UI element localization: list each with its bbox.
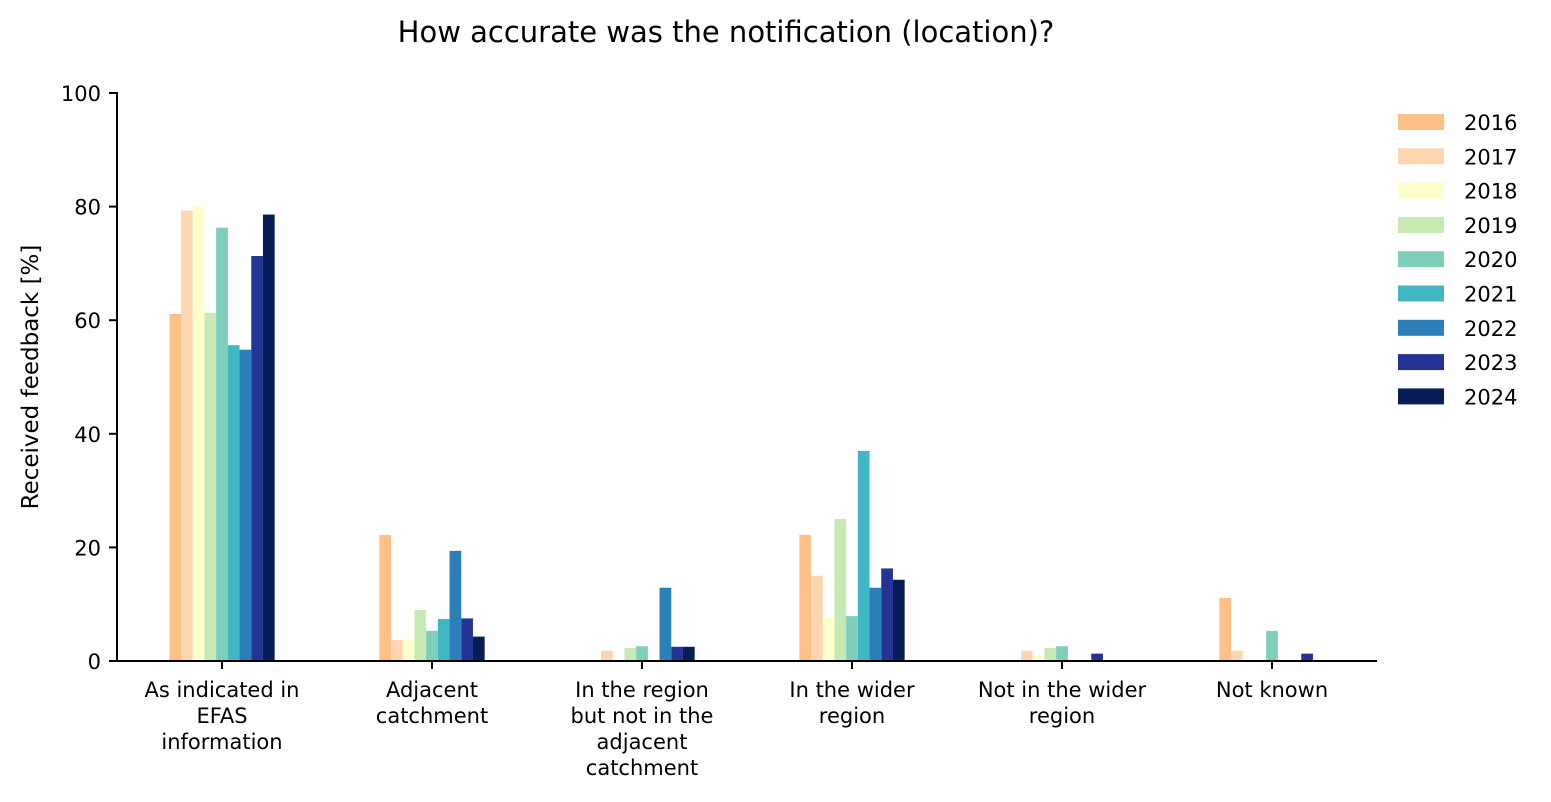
- bar: [1231, 650, 1243, 661]
- bar: [636, 646, 648, 661]
- legend-item: 2021: [1398, 283, 1517, 307]
- bar: [216, 227, 228, 661]
- legend-label: 2020: [1464, 248, 1517, 272]
- legend-label: 2024: [1464, 385, 1517, 409]
- bar: [449, 550, 462, 661]
- bar: [834, 519, 847, 661]
- x-tick-label: As indicated in EFAS information: [144, 678, 299, 754]
- legend-label: 2016: [1464, 111, 1517, 135]
- x-tick-label: In the wider region: [789, 678, 915, 728]
- bar: [426, 630, 438, 661]
- legend-label: 2019: [1464, 214, 1517, 238]
- legend-item: 2018: [1398, 180, 1517, 204]
- legend-label: 2018: [1464, 180, 1517, 204]
- bar: [892, 579, 905, 661]
- y-tick-label: 60: [74, 309, 101, 333]
- bar: [1091, 653, 1103, 661]
- series-2018: [192, 206, 1045, 661]
- bar: [811, 575, 823, 661]
- bar: [601, 650, 613, 661]
- series-2022: [239, 349, 882, 661]
- bar: [671, 646, 683, 661]
- series-2023: [251, 256, 1313, 661]
- bar: [659, 587, 672, 661]
- y-tick-label: 0: [88, 650, 101, 674]
- bar: [846, 616, 858, 661]
- legend-swatch: [1398, 319, 1444, 336]
- bar: [1266, 630, 1278, 661]
- axes-layer: 0 20 40 60 80 100 As indicated in EFAS informati…: [61, 82, 1377, 780]
- legend-label: 2023: [1464, 351, 1517, 375]
- legend: 2016 2017 2018 2019 2020 2021 2022 2023 2024: [1398, 111, 1517, 409]
- legend-swatch: [1398, 114, 1444, 130]
- bar: [379, 534, 392, 661]
- bar: [181, 210, 193, 661]
- bar: [869, 587, 882, 661]
- chart-title: How accurate was the notification (locat…: [398, 15, 1055, 49]
- bar: [1219, 597, 1232, 661]
- x-tick-label: In the region but not in the adjacent catch…: [571, 678, 714, 780]
- series-2020: [216, 227, 1278, 661]
- series-2017: [181, 210, 1243, 661]
- bar: [624, 647, 637, 661]
- series-2024: [262, 214, 905, 662]
- bar: [1021, 650, 1033, 661]
- bar: [204, 312, 217, 661]
- legend-label: 2017: [1464, 145, 1517, 169]
- bar: [857, 450, 870, 661]
- legend-item: 2020: [1398, 248, 1517, 272]
- legend-swatch: [1398, 251, 1444, 268]
- legend-item: 2024: [1398, 385, 1517, 409]
- legend-swatch: [1398, 182, 1444, 199]
- legend-swatch: [1398, 388, 1444, 405]
- y-tick-label: 20: [74, 536, 101, 560]
- legend-swatch: [1398, 148, 1444, 165]
- x-tick-label: Not known: [1216, 678, 1328, 702]
- legend-item: 2017: [1398, 145, 1517, 169]
- bar: [414, 609, 427, 661]
- bar: [1301, 653, 1313, 661]
- bar: [251, 256, 263, 661]
- bar: [1056, 646, 1068, 661]
- legend-item: 2016: [1398, 111, 1517, 135]
- y-tick-label: 40: [74, 423, 101, 447]
- bar: [822, 617, 835, 661]
- bar: [192, 206, 205, 661]
- legend-label: 2021: [1464, 283, 1517, 307]
- series-2016: [169, 313, 1232, 661]
- bar: [1044, 647, 1057, 661]
- legend-item: 2023: [1398, 351, 1517, 375]
- y-axis-label: Received feedback [%]: [18, 245, 44, 510]
- bar: [682, 646, 695, 661]
- bar: [437, 618, 450, 661]
- legend-item: 2019: [1398, 214, 1517, 238]
- legend-swatch: [1398, 216, 1444, 233]
- bar: [402, 639, 415, 661]
- series-2021: [227, 345, 870, 661]
- legend-label: 2022: [1464, 317, 1517, 341]
- bar: [1032, 655, 1045, 661]
- bar: [799, 534, 812, 661]
- bars-layer: [169, 206, 1313, 662]
- y-tick-label: 100: [61, 82, 101, 106]
- x-tick-label: Not in the wider region: [978, 678, 1147, 728]
- legend-item: 2022: [1398, 317, 1517, 341]
- bar: [239, 349, 252, 661]
- bar: [391, 639, 403, 661]
- bar: [227, 345, 240, 661]
- bar: [169, 313, 182, 661]
- legend-swatch: [1398, 354, 1444, 371]
- x-tick-label: Adjacent catchment: [376, 678, 488, 728]
- bar: [881, 568, 893, 661]
- series-2019: [204, 312, 1057, 661]
- bar: [472, 636, 485, 661]
- legend-swatch: [1398, 285, 1444, 302]
- y-tick-label: 80: [74, 196, 101, 220]
- bar: [262, 214, 275, 662]
- bar: [461, 618, 473, 661]
